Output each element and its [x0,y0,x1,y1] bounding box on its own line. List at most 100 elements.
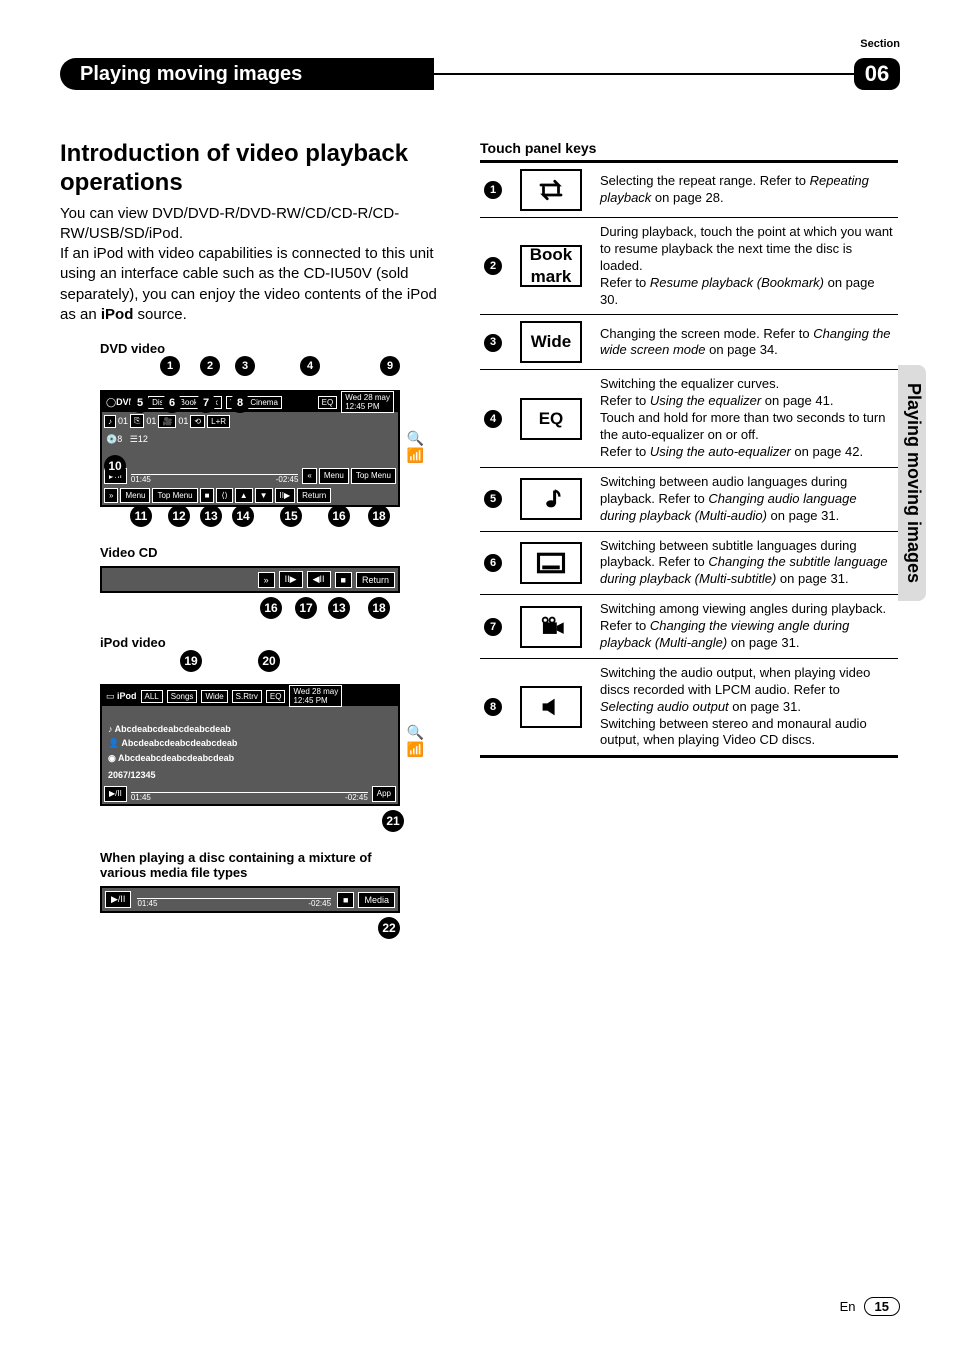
vcd-bar: » II▶ ◀II ■ Return [100,566,400,593]
callout-9: 9 [380,356,400,376]
b-5: ▲ [235,488,253,503]
callout-14: 14 [232,505,254,527]
vcd-b0: » [258,572,275,588]
mx-stop: ■ [337,892,354,908]
callout-21: 21 [382,810,404,832]
ipod-top-callouts: 19 20 [100,650,455,678]
mixture-c22: 22 [100,917,455,943]
chapter-number: 06 [854,58,900,90]
ipod-line3: ◉ Abcdeabcdeabcdeabcdeab [102,751,398,766]
mx-play: ▶/II [105,891,131,908]
ipod-tm: 12:45 PM [293,696,327,705]
touch-row-icon-7 [506,595,596,659]
footer: En 15 [840,1297,900,1316]
touch-panel-title: Touch panel keys [480,140,898,156]
callout-v16: 16 [260,597,282,619]
callout-3: 3 [235,356,255,376]
r2-3: 01 [146,416,156,426]
vcd-callouts: 16 17 13 18 [100,597,455,623]
mixture-label: When playing a disc containing a mixture… [100,850,410,880]
touch-row-desc-8: Switching the audio output, when playing… [596,658,898,756]
touch-row-desc-5: Switching between audio languages during… [596,467,898,531]
callout-20: 20 [258,650,280,672]
touch-row-num-2: 2 [480,218,506,315]
touch-icon-3: Wide [520,321,582,363]
mixture-bar: ▶/II 01:45 -02:45 ■ Media [100,886,400,913]
callout-11: 11 [130,505,152,527]
right-column: Touch panel keys 1Selecting the repeat r… [480,140,898,758]
callout-v17: 17 [295,597,317,619]
callout-v13: 13 [328,597,350,619]
b-8: Return [297,488,331,503]
touch-row-icon-3: Wide [506,315,596,370]
callout-18: 18 [368,505,390,527]
callout-16: 16 [328,505,350,527]
ipod-src: ▭ iPod [106,691,137,702]
chapter-line [434,73,854,75]
il1: Abcdeabcdeabcdeabcdeab [121,738,237,748]
callout-4: 4 [300,356,320,376]
mxt1: 01:45 [137,899,157,908]
touch-row-num-7: 7 [480,595,506,659]
intro-bold: iPod [101,306,134,323]
mx-media: Media [358,892,395,908]
it2: -02:45 [345,793,368,802]
touch-icon-8 [520,686,582,728]
side-tab: Playing moving images [902,365,926,601]
footer-page: 15 [864,1297,900,1316]
dvd-trk: ☰12 [130,434,148,444]
callout-22: 22 [378,917,400,939]
dvd-t: 12 [138,434,148,444]
r2-1: 01 [118,416,128,426]
intro-text: You can view DVD/DVD-R/DVD-RW/CD/CD-R/CD… [60,204,455,326]
touch-row-desc-1: Selecting the repeat range. Refer to Rep… [596,162,898,218]
touch-row-num-3: 3 [480,315,506,370]
dvd-label: DVD video [100,341,455,356]
touch-row-desc-7: Switching among viewing angles during pl… [596,595,898,659]
ipod-wide: Wide [201,690,227,703]
touch-icon-1 [520,169,582,211]
callout-7: 7 [196,393,216,413]
callout-19: 19 [180,650,202,672]
dvd-c10: 10 [100,455,455,481]
ipod-line2: 👤 Abcdeabcdeabcdeabcdeab [102,736,398,751]
touch-row-icon-6 [506,531,596,595]
b-4: ⟨⟩ [216,488,232,503]
ipod-count: 2067/12345 [102,766,398,784]
ipod-dt: Wed 28 may [293,687,338,696]
touch-panel-table: 1Selecting the repeat range. Refer to Re… [480,160,898,758]
vcd-b1: II▶ [279,571,303,588]
dvd-top-callouts: 1 2 3 4 9 [100,356,455,384]
chapter-title: Playing moving images [60,58,434,90]
b-1: Menu [120,488,150,503]
intro-p1a: You can view DVD/DVD-R/DVD-RW/CD/CD-R/CD… [60,205,399,242]
dvd-discidx: 💿8 [106,434,122,444]
r2-5: 01 [178,416,188,426]
callout-2: 2 [200,356,220,376]
ipod-play: ▶/II [104,786,127,802]
left-column: Introduction of video playback operation… [60,140,455,943]
callout-8: 8 [230,393,250,413]
callout-v18: 18 [368,597,390,619]
touch-icon-2: Bookmark [520,245,582,287]
ipod-app: App [372,786,396,802]
section-label: Section [860,38,900,50]
intro-p1c: source. [133,306,186,323]
vcd-label: Video CD [100,545,455,560]
ipod-s: iPod [117,691,137,701]
touch-row-icon-4: EQ [506,370,596,467]
ipod-screen: ▭ iPod ALL Songs Wide S.Rtrv EQ Wed 28 m… [100,684,455,806]
ipod-line1: ♪ Abcdeabcdeabcdeabcdeab [102,722,398,736]
callout-5: 5 [130,393,150,413]
touch-row-num-8: 8 [480,658,506,756]
ipod-songs: Songs [167,690,198,703]
touch-row-icon-5 [506,467,596,531]
touch-row-icon-8 [506,658,596,756]
intro-heading: Introduction of video playback operation… [60,140,455,198]
touch-row-num-6: 6 [480,531,506,595]
callout-12: 12 [168,505,190,527]
chapter-banner: Playing moving images 06 [60,58,900,90]
dvd-di: 8 [117,434,122,444]
mxt2: -02:45 [308,899,331,908]
ipod-eq: EQ [266,690,286,703]
